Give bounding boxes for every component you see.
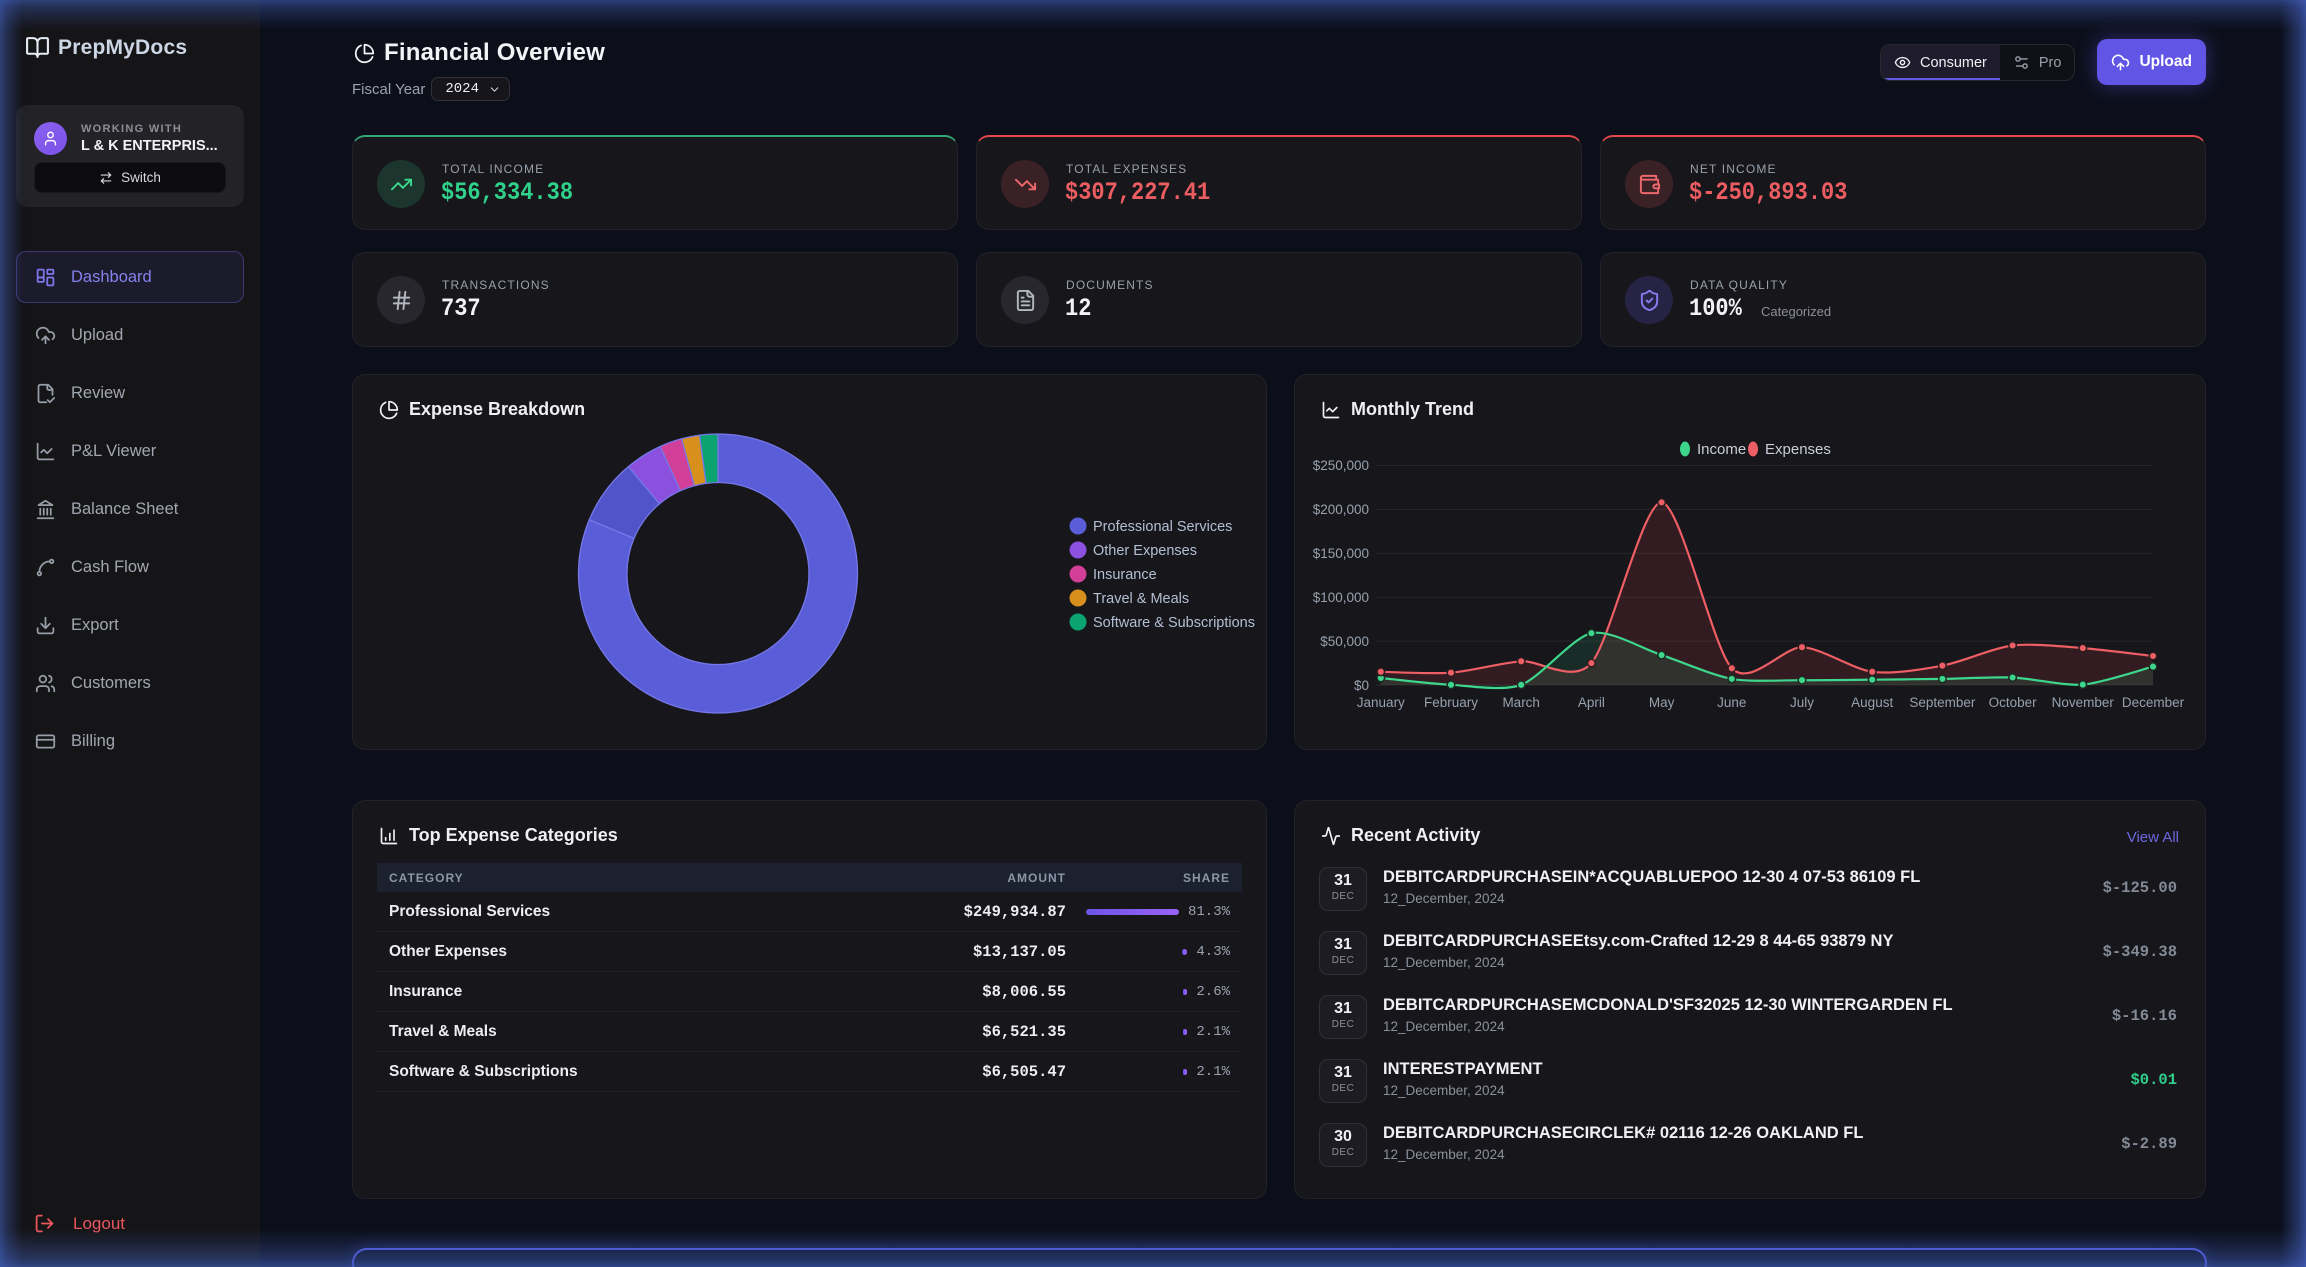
svg-text:$250,000: $250,000 [1313,458,1369,473]
svg-text:Expenses: Expenses [1765,441,1831,458]
svg-text:Travel & Meals: Travel & Meals [1093,591,1189,607]
svg-text:May: May [1649,695,1675,710]
svg-text:March: March [1502,695,1540,710]
svg-text:June: June [1717,695,1746,710]
svg-text:$200,000: $200,000 [1313,502,1369,517]
svg-text:December: December [2122,695,2185,710]
svg-text:November: November [2052,695,2115,710]
svg-text:$150,000: $150,000 [1313,546,1369,561]
svg-text:Insurance: Insurance [1093,567,1157,583]
svg-text:April: April [1578,695,1605,710]
svg-text:September: September [1909,695,1976,710]
svg-text:February: February [1424,695,1478,710]
svg-text:Professional Services: Professional Services [1093,519,1232,535]
svg-text:August: August [1851,695,1893,710]
svg-text:$50,000: $50,000 [1320,634,1369,649]
svg-text:$0: $0 [1354,678,1369,693]
svg-text:Other Expenses: Other Expenses [1093,543,1197,559]
svg-text:October: October [1989,695,2038,710]
svg-text:July: July [1790,695,1814,710]
svg-text:Software & Subscriptions: Software & Subscriptions [1093,615,1255,631]
svg-text:January: January [1357,695,1405,710]
svg-text:Income: Income [1697,441,1746,458]
svg-text:$100,000: $100,000 [1313,590,1369,605]
